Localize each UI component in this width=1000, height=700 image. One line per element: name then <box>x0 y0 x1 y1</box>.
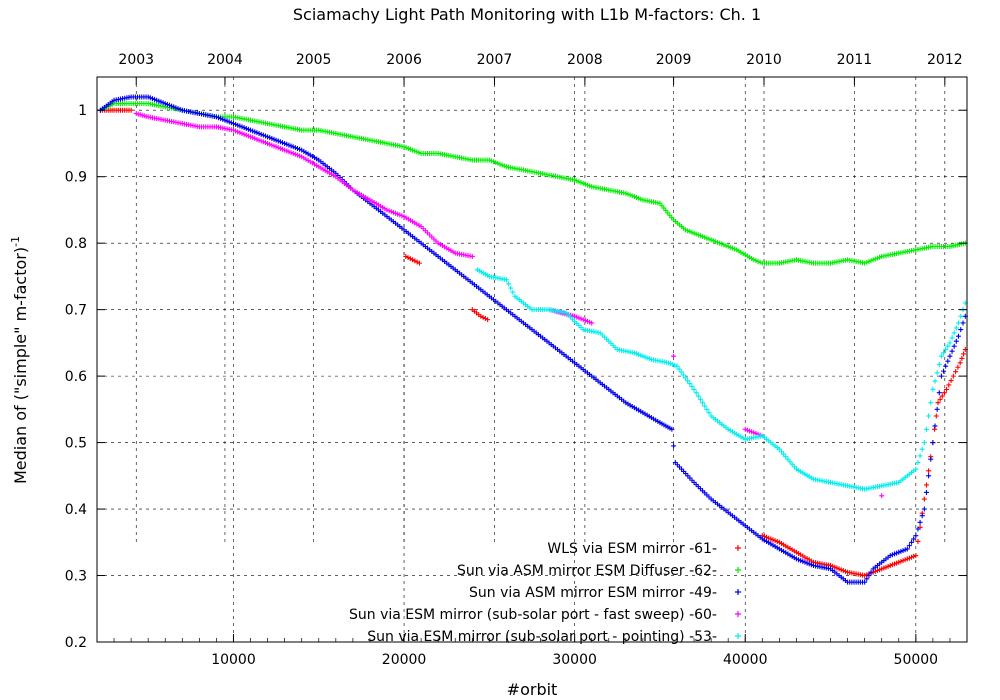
x-tick-label: 20000 <box>382 652 427 668</box>
y-tick-label: 0.8 <box>65 236 87 252</box>
y-axis-label: Median of ("simple" m-factor)-1 <box>9 236 30 484</box>
top-tick-label: 2010 <box>746 52 782 68</box>
x-tick-label: 10000 <box>211 652 256 668</box>
top-tick-label: 2004 <box>207 52 243 68</box>
x-tick-label: 40000 <box>723 652 768 668</box>
plot-frame <box>96 76 968 643</box>
legend-entry-label: Sun via ESM mirror (sub-solar port - fas… <box>349 607 717 623</box>
legend-swatch <box>735 633 741 639</box>
top-tick-label: 2003 <box>118 52 154 68</box>
legend-swatch <box>735 589 741 595</box>
legend-swatch <box>735 545 741 551</box>
x-tick-label: 30000 <box>552 652 597 668</box>
y-tick-label: 1 <box>78 103 87 119</box>
top-tick-label: 2007 <box>477 52 513 68</box>
y-tick-label: 0.3 <box>65 569 87 585</box>
top-tick-label: 2012 <box>927 52 963 68</box>
legend-entry-label: Sun via ASM mirror ESM Diffuser -62- <box>457 563 717 579</box>
series-layer <box>97 94 968 585</box>
chart-title: Sciamachy Light Path Monitoring with L1b… <box>293 5 761 24</box>
series-5 <box>474 267 968 492</box>
y-tick-label: 0.7 <box>65 303 87 319</box>
y-tick-label: 0.5 <box>65 436 87 452</box>
legend-swatch <box>735 567 741 573</box>
y-axis-label-superscript: -1 <box>9 236 22 247</box>
top-tick-label: 2006 <box>386 52 422 68</box>
y-tick-label: 0.2 <box>65 635 87 651</box>
series-marks <box>474 267 968 492</box>
legend-entry-label: Sun via ASM mirror ESM mirror -49- <box>469 585 717 601</box>
axes: 0.2 0.3 0.4 0.5 0.6 0.7 0.8 0.9 1 10000 20000 30000… <box>65 52 968 668</box>
y-axis-label-main: Median of ("simple" m-factor) <box>11 247 30 484</box>
top-tick-label: 2005 <box>296 52 332 68</box>
legend: WLS via ESM mirror -61- Sun via ASM mirro… <box>349 541 741 645</box>
x-axis-label: #orbit <box>507 680 558 699</box>
top-tick-label: 2009 <box>656 52 692 68</box>
x-tick-label: 50000 <box>894 652 939 668</box>
legend-entry-label: WLS via ESM mirror -61- <box>547 541 717 557</box>
y-tick-label: 0.9 <box>65 170 87 186</box>
y-tick-label: 0.4 <box>65 502 87 518</box>
legend-swatch <box>735 611 741 617</box>
legend-entry-label: Sun via ESM mirror (sub-solar port - poi… <box>367 629 717 645</box>
top-tick-label: 2011 <box>837 52 873 68</box>
y-tick-label: 0.6 <box>65 369 87 385</box>
top-tick-label: 2008 <box>567 52 603 68</box>
